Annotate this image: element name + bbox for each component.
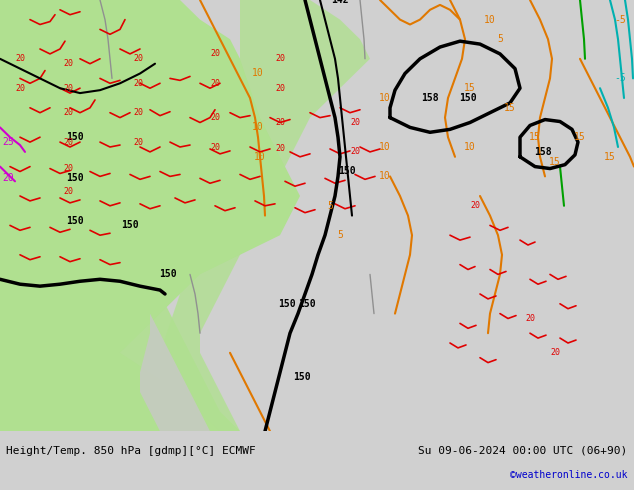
Text: 10: 10 — [484, 15, 496, 24]
Text: 15: 15 — [529, 132, 541, 142]
Text: 150: 150 — [66, 216, 84, 225]
Text: 150: 150 — [293, 372, 311, 382]
Text: 15: 15 — [504, 103, 516, 113]
Text: 20: 20 — [133, 138, 143, 147]
Text: 15: 15 — [464, 83, 476, 93]
Text: 150: 150 — [278, 299, 296, 309]
Text: 158: 158 — [421, 93, 439, 103]
Polygon shape — [0, 0, 300, 431]
Text: 20: 20 — [63, 108, 73, 117]
Text: 20: 20 — [63, 59, 73, 68]
Text: ©weatheronline.co.uk: ©weatheronline.co.uk — [510, 470, 628, 480]
Text: 142: 142 — [331, 0, 349, 5]
Text: 20: 20 — [350, 118, 360, 127]
Text: 10: 10 — [464, 142, 476, 152]
Text: 20: 20 — [210, 143, 220, 151]
Text: 20: 20 — [133, 108, 143, 117]
Text: 20: 20 — [2, 173, 14, 183]
Text: 158: 158 — [534, 147, 552, 157]
Text: -5: -5 — [614, 15, 626, 24]
Polygon shape — [0, 0, 220, 431]
Text: 20: 20 — [275, 118, 285, 127]
Text: 5: 5 — [337, 230, 343, 240]
Text: 150: 150 — [159, 270, 177, 279]
Text: 20: 20 — [63, 164, 73, 173]
Polygon shape — [0, 0, 240, 431]
Text: 15: 15 — [549, 157, 561, 167]
Text: 20: 20 — [350, 147, 360, 156]
Text: 20: 20 — [525, 314, 535, 323]
Text: 5: 5 — [497, 34, 503, 44]
Text: 150: 150 — [66, 132, 84, 142]
Text: 10: 10 — [254, 152, 266, 162]
Text: 150: 150 — [459, 93, 477, 103]
Text: 20: 20 — [275, 145, 285, 153]
Text: 150: 150 — [66, 173, 84, 183]
Text: -5: -5 — [614, 74, 626, 83]
Text: 15: 15 — [604, 152, 616, 162]
Polygon shape — [0, 235, 110, 431]
Text: 20: 20 — [133, 54, 143, 63]
Text: 10: 10 — [379, 142, 391, 152]
Text: 20: 20 — [210, 79, 220, 88]
Text: 20: 20 — [275, 84, 285, 93]
Text: 20: 20 — [63, 84, 73, 93]
Text: 20: 20 — [550, 348, 560, 357]
Text: 150: 150 — [121, 220, 139, 230]
Text: 10: 10 — [379, 172, 391, 181]
Text: Height/Temp. 850 hPa [gdmp][°C] ECMWF: Height/Temp. 850 hPa [gdmp][°C] ECMWF — [6, 446, 256, 456]
Text: 10: 10 — [252, 122, 264, 132]
Text: Su 09-06-2024 00:00 UTC (06+90): Su 09-06-2024 00:00 UTC (06+90) — [418, 446, 628, 456]
Text: 20: 20 — [470, 201, 480, 210]
Text: 10: 10 — [379, 93, 391, 103]
Text: 150: 150 — [338, 167, 356, 176]
Text: 20: 20 — [133, 79, 143, 88]
Text: 20: 20 — [15, 54, 25, 63]
Polygon shape — [140, 314, 210, 431]
Text: 20: 20 — [15, 84, 25, 93]
Text: 20: 20 — [63, 187, 73, 196]
Text: 15: 15 — [574, 132, 586, 142]
Text: 5: 5 — [327, 201, 333, 211]
Text: 150: 150 — [298, 299, 316, 309]
Text: 20: 20 — [210, 113, 220, 122]
Text: 20: 20 — [63, 138, 73, 147]
Text: 10: 10 — [252, 69, 264, 78]
Text: 20: 20 — [210, 49, 220, 58]
Text: 25: 25 — [2, 137, 14, 147]
Text: 20: 20 — [275, 54, 285, 63]
Polygon shape — [160, 0, 370, 431]
